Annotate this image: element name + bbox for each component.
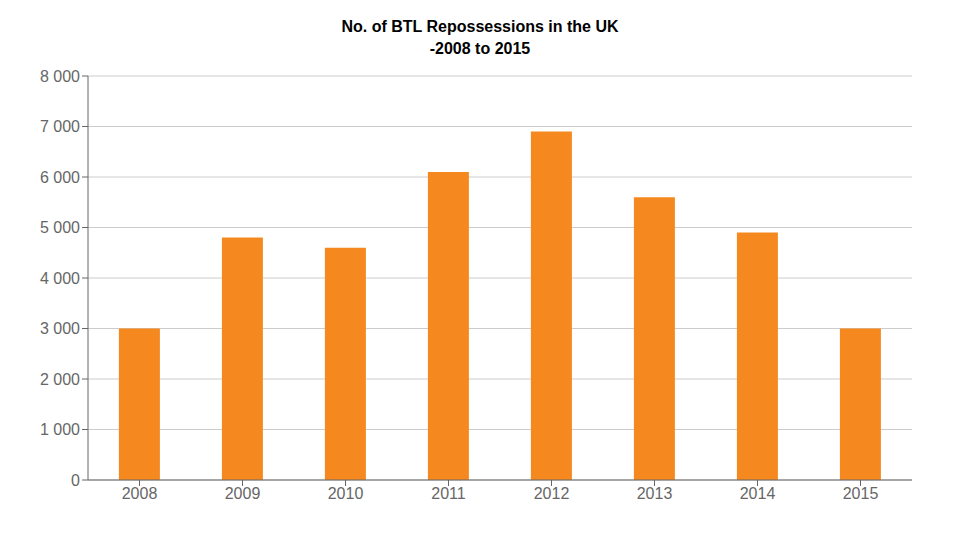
html-text:-2008 to 2015: -2008 to 2015 — [429, 40, 531, 57]
svg-text:2 000: 2 000 — [40, 371, 80, 388]
svg-text:2015: 2015 — [843, 485, 879, 502]
svg-text:3 000: 3 000 — [40, 320, 80, 337]
svg-text:2013: 2013 — [637, 485, 673, 502]
svg-text:2011: 2011 — [431, 485, 466, 502]
svg-text:2010: 2010 — [328, 485, 364, 502]
svg-text:2009: 2009 — [225, 485, 261, 502]
svg-text:4 000: 4 000 — [40, 270, 80, 287]
svg-text:6 000: 6 000 — [40, 169, 80, 186]
svg-text:2014: 2014 — [740, 485, 776, 502]
html-text:No. of BTL Repossessions in th: No. of BTL Repossessions in the UK — [341, 18, 619, 35]
svg-text:1 000: 1 000 — [40, 421, 80, 438]
svg-text:2008: 2008 — [122, 485, 158, 502]
svg-text:5 000: 5 000 — [40, 219, 80, 236]
svg-text:2012: 2012 — [534, 485, 570, 502]
svg-text:8 000: 8 000 — [40, 68, 80, 85]
svg-text:7 000: 7 000 — [40, 118, 80, 135]
svg-text:0: 0 — [71, 472, 80, 489]
